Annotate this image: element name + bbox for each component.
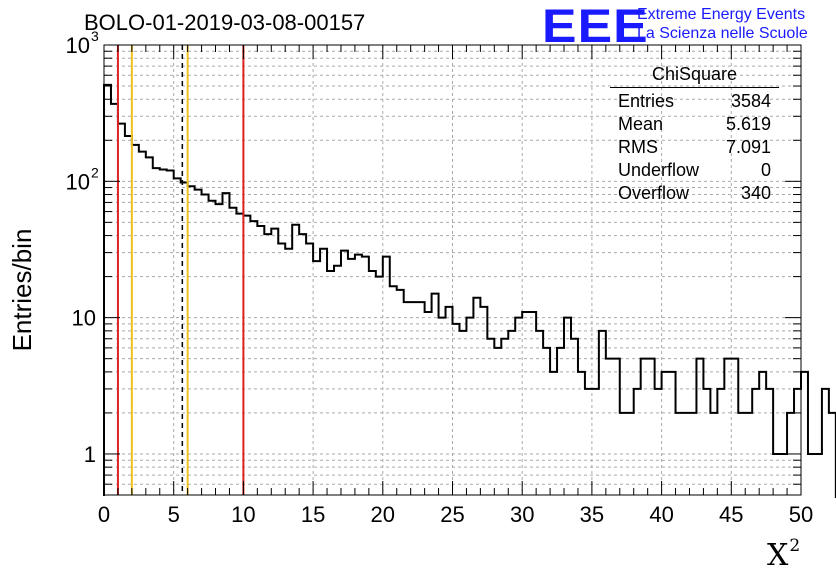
x-axis-label-exponent: 2 <box>789 536 801 556</box>
x-tick-label: 50 <box>789 502 813 527</box>
y-tick-label-base: 10 <box>66 33 90 58</box>
y-tick-label: 10 2 <box>66 164 99 194</box>
axis-ticks <box>103 45 802 495</box>
clip-mask <box>102 496 803 502</box>
y-tick-label: 1 <box>84 442 96 467</box>
reference-lines <box>116 45 245 495</box>
stats-label: Underflow <box>618 160 700 180</box>
x-tick-label: 30 <box>510 502 534 527</box>
stats-value: 5.619 <box>725 114 771 134</box>
stats-label: Entries <box>618 91 675 111</box>
chart-title: BOLO-01-2019-03-08-00157 <box>84 10 366 35</box>
y-tick-label-base: 1 <box>84 442 96 467</box>
y-tick-label: 10 3 <box>66 28 99 58</box>
y-tick-label-exponent: 2 <box>91 164 99 180</box>
x-tick-label: 40 <box>649 502 673 527</box>
stats-row-rms: RMS 7.091 <box>610 136 779 159</box>
logo-line-2: La Scienza nelle Scuole <box>637 25 808 42</box>
x-tick-labels: 0 5 10 15 20 25 30 35 40 45 50 <box>98 502 813 527</box>
x-tick-label: 20 <box>371 502 395 527</box>
y-axis-label-container: Entries/bin <box>2 229 42 352</box>
y-tick-label-base: 10 <box>72 306 96 331</box>
stats-value: 3584 <box>730 91 771 111</box>
x-tick-label: 10 <box>231 502 255 527</box>
x-tick-label: 5 <box>168 502 180 527</box>
x-axis-label: X2 <box>767 536 800 573</box>
stats-row-mean: Mean 5.619 <box>610 113 779 136</box>
y-tick-label-base: 10 <box>66 169 90 194</box>
stats-label: RMS <box>618 137 658 157</box>
x-tick-label: 35 <box>580 502 604 527</box>
x-tick-label: 25 <box>440 502 464 527</box>
stats-value: 340 <box>740 183 771 203</box>
histogram-line <box>103 83 836 498</box>
y-axis-label: Entries/bin <box>7 228 37 352</box>
x-tick-label: 0 <box>98 502 110 527</box>
stats-row-entries: Entries 3584 <box>610 90 779 113</box>
histogram-series <box>102 83 836 502</box>
stats-row-overflow: Overflow 340 <box>610 182 779 205</box>
stats-value: 0 <box>760 160 771 180</box>
x-tick-label: 45 <box>719 502 743 527</box>
stats-title: ChiSquare <box>610 64 779 88</box>
stats-label: Mean <box>618 114 664 134</box>
y-tick-label: 10 <box>72 306 96 331</box>
logo-line-1: Extreme Energy Events <box>637 6 806 23</box>
x-tick-label: 15 <box>301 502 325 527</box>
eee-logo: EEE <box>542 0 649 52</box>
stats-label: Overflow <box>618 183 690 203</box>
stats-row-underflow: Underflow 0 <box>610 159 779 182</box>
y-tick-label-exponent: 3 <box>91 28 99 44</box>
stats-value: 7.091 <box>725 137 771 157</box>
x-axis-label-base: X <box>767 538 789 573</box>
stats-box: ChiSquare Entries 3584 Mean 5.619 RMS 7.… <box>610 64 779 205</box>
